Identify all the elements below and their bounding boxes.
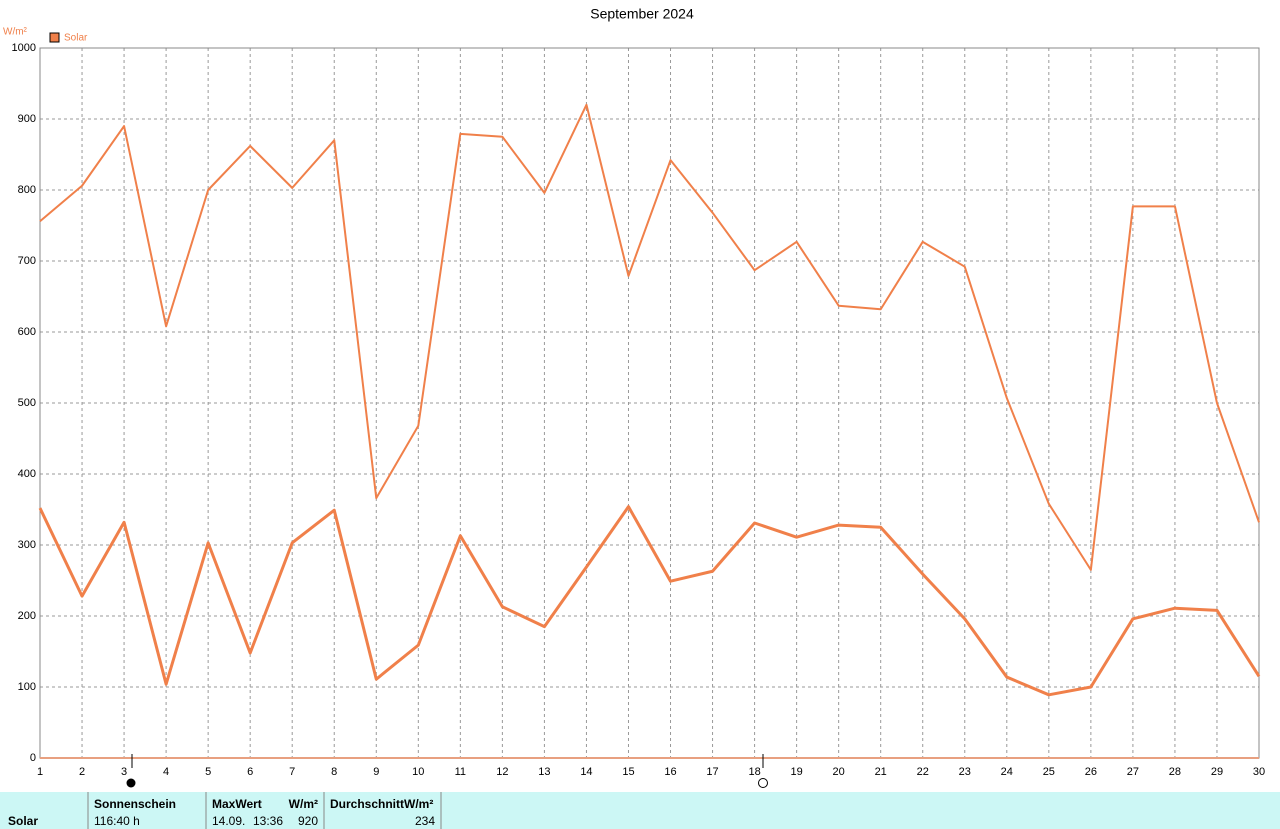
- x-tick-label: 23: [959, 766, 971, 778]
- x-tick-label: 13: [538, 766, 550, 778]
- x-tick-label: 6: [247, 766, 253, 778]
- y-tick-label: 300: [18, 539, 36, 551]
- x-tick-label: 15: [622, 766, 634, 778]
- table-header: W/m²: [289, 797, 318, 811]
- x-tick-label: 1: [37, 766, 43, 778]
- x-tick-label: 19: [790, 766, 802, 778]
- chart-title: September 2024: [590, 6, 694, 22]
- x-tick-label: 30: [1253, 766, 1265, 778]
- x-tick-label: 14: [580, 766, 592, 778]
- table-cell: 14.09.: [212, 814, 245, 828]
- table-header: Sonnenschein: [94, 797, 176, 811]
- x-tick-label: 7: [289, 766, 295, 778]
- y-tick-label: 200: [18, 610, 36, 622]
- x-tick-label: 16: [664, 766, 676, 778]
- legend-swatch: [49, 32, 60, 43]
- x-tick-label: 12: [496, 766, 508, 778]
- data-line: [38, 505, 1261, 697]
- full-moon-icon: [758, 778, 768, 788]
- x-tick-label: 4: [163, 766, 169, 778]
- legend-label: Solar: [64, 33, 88, 44]
- x-tick-label: 28: [1169, 766, 1181, 778]
- table-cell: 920: [298, 814, 318, 828]
- x-tick-label: 17: [706, 766, 718, 778]
- y-axis-unit: W/m²: [3, 27, 28, 38]
- x-tick-label: 21: [875, 766, 887, 778]
- table-cell: 13:36: [253, 814, 283, 828]
- x-tick-label: 10: [412, 766, 424, 778]
- x-tick-label: 24: [1001, 766, 1013, 778]
- table-header: DurchschnittW/m²: [330, 797, 433, 811]
- y-tick-label: 500: [18, 397, 36, 409]
- y-tick-label: 900: [18, 113, 36, 125]
- x-tick-label: 25: [1043, 766, 1055, 778]
- x-tick-label: 29: [1211, 766, 1223, 778]
- x-tick-label: 8: [331, 766, 337, 778]
- x-tick-label: 27: [1127, 766, 1139, 778]
- y-tick-label: 1000: [12, 42, 36, 54]
- x-tick-label: 20: [833, 766, 845, 778]
- y-tick-label: 700: [18, 255, 36, 267]
- data-line: [39, 103, 1260, 571]
- table-cell: 116:40 h: [94, 814, 140, 828]
- y-tick-label: 0: [30, 752, 36, 764]
- y-tick-label: 100: [18, 681, 36, 693]
- x-tick-label: 2: [79, 766, 85, 778]
- x-tick-label: 5: [205, 766, 211, 778]
- x-tick-label: 26: [1085, 766, 1097, 778]
- x-tick-label: 11: [455, 766, 466, 778]
- summary-panel: [0, 792, 1280, 829]
- y-tick-label: 400: [18, 468, 36, 480]
- table-header: MaxWert: [212, 797, 262, 811]
- x-tick-label: 18: [748, 766, 760, 778]
- y-tick-label: 800: [18, 184, 36, 196]
- y-tick-label: 600: [18, 326, 36, 338]
- new-moon-icon: [126, 778, 136, 788]
- x-tick-label: 9: [373, 766, 379, 778]
- x-tick-label: 3: [121, 766, 127, 778]
- table-cell: 234: [415, 814, 435, 828]
- x-tick-label: 22: [917, 766, 929, 778]
- table-row-label: Solar: [8, 814, 38, 828]
